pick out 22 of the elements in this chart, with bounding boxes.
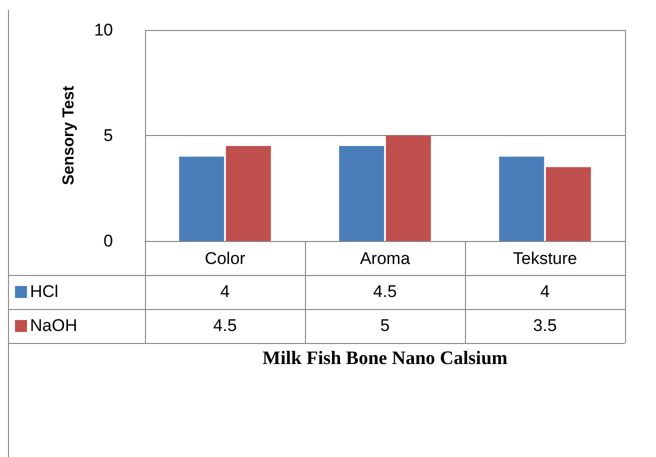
bar xyxy=(546,167,591,241)
data-label: 5 xyxy=(379,315,391,337)
legend-label: NaOH xyxy=(29,315,78,337)
data-label: 4 xyxy=(219,281,231,303)
legend-label: HCl xyxy=(29,281,60,303)
bar xyxy=(339,146,384,241)
x-tick-label: Teksture xyxy=(512,249,578,268)
x-tick-label: Color xyxy=(204,249,246,268)
y-tick-label: 10 xyxy=(94,20,113,40)
x-axis-title: Milk Fish Bone Nano Calsium xyxy=(262,348,508,370)
bar xyxy=(386,136,431,241)
bar xyxy=(226,146,271,241)
data-label: 4 xyxy=(539,281,551,303)
bar xyxy=(179,156,224,241)
y-tick-label: 5 xyxy=(104,126,113,145)
data-label: 4.5 xyxy=(372,281,398,303)
data-label: 3.5 xyxy=(532,315,558,337)
x-tick-label: Aroma xyxy=(360,249,411,268)
bar xyxy=(499,156,544,241)
y-axis-title: Sensory Test xyxy=(60,85,78,186)
data-label: 4.5 xyxy=(212,315,238,337)
y-tick-label: 0 xyxy=(104,232,113,250)
